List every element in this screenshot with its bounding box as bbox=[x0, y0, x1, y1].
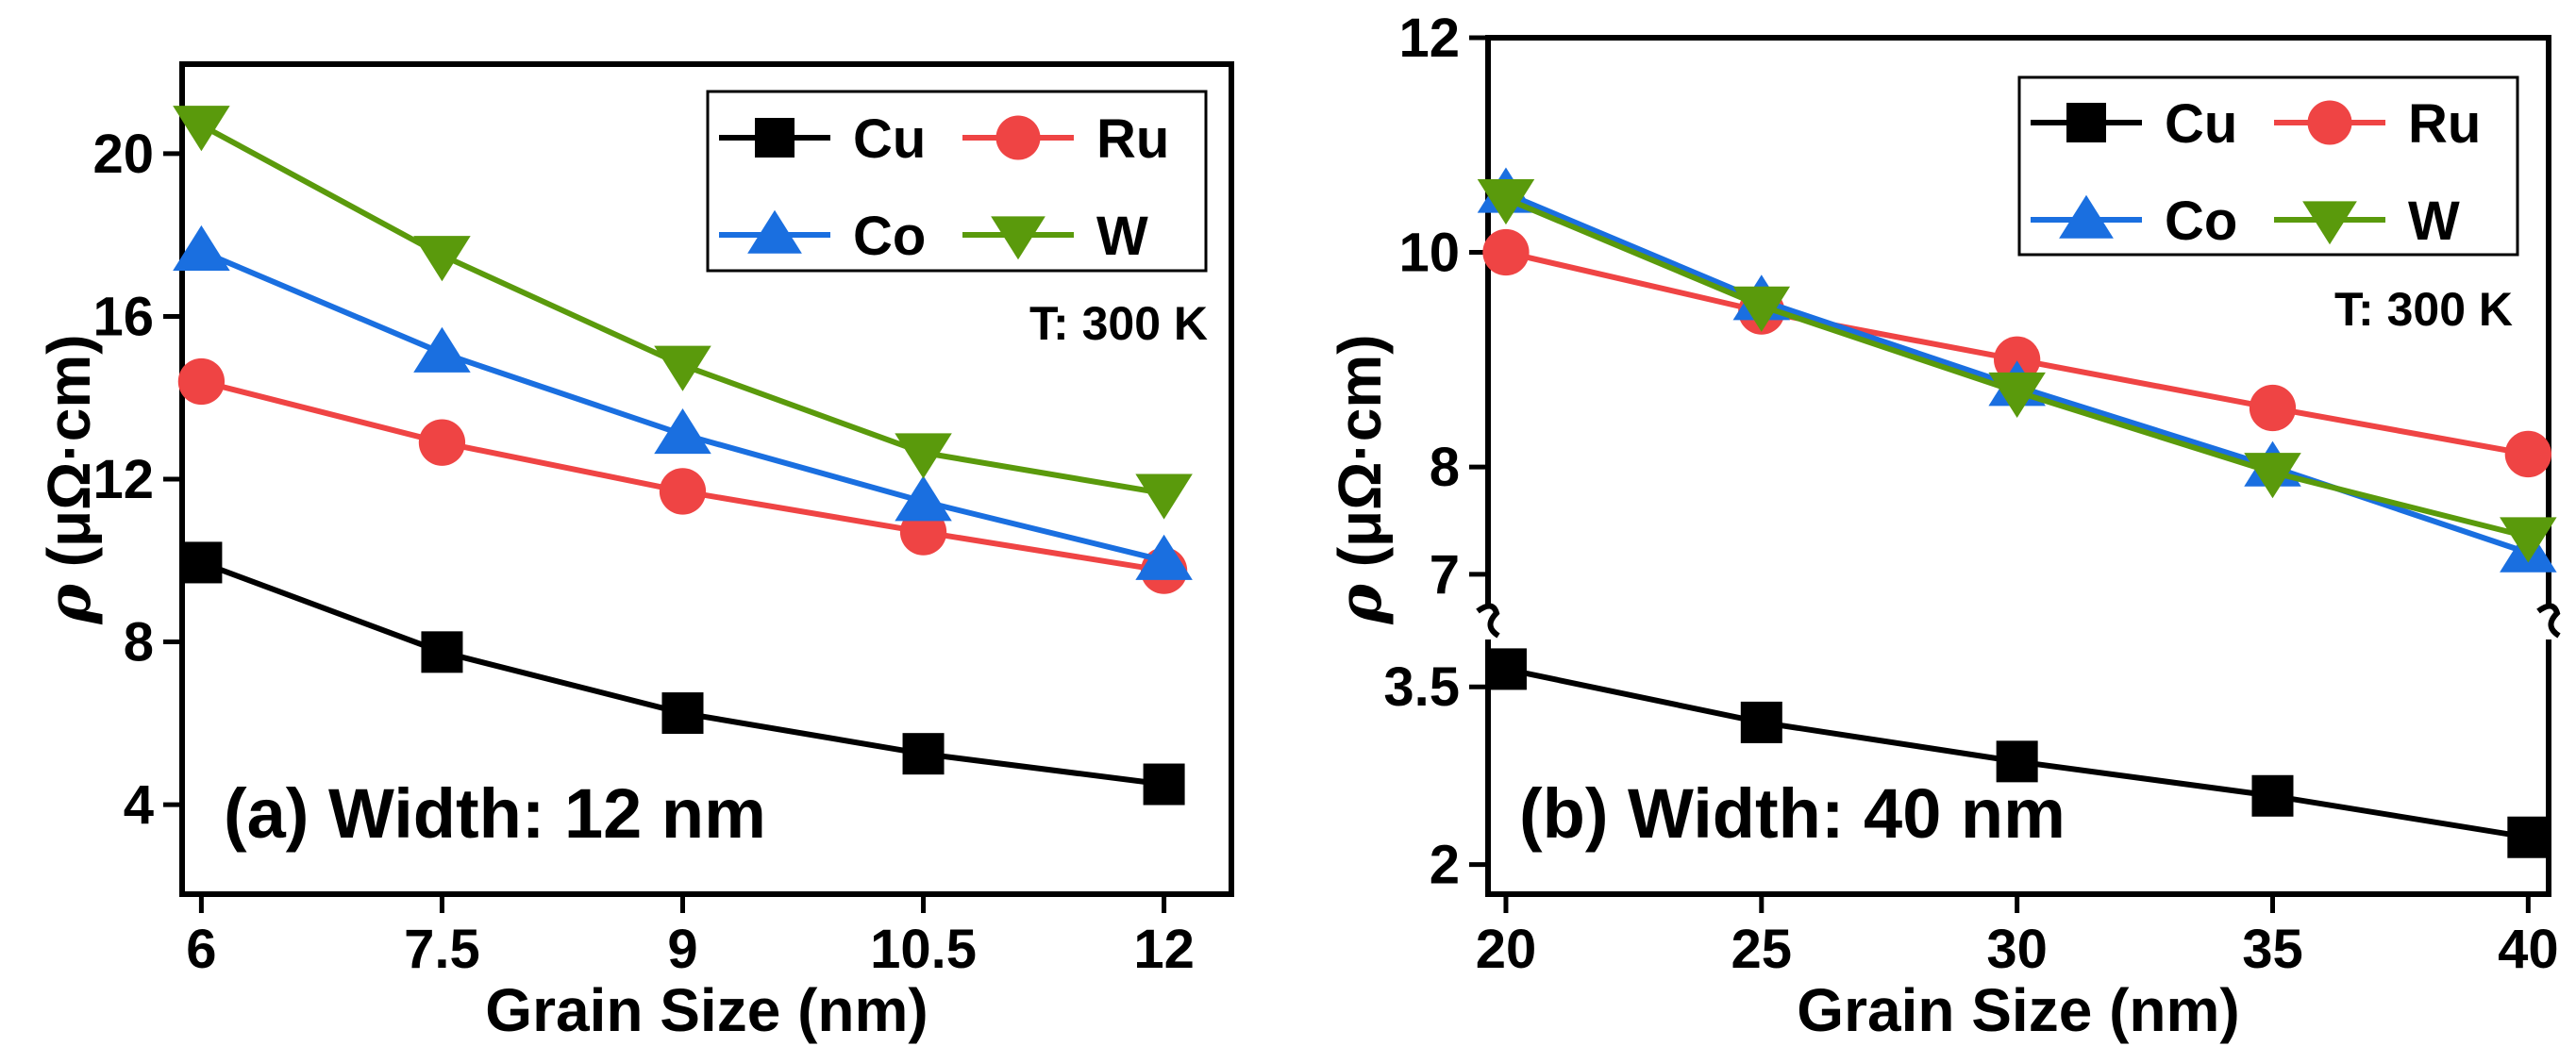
panel-a-series-line-cu bbox=[200, 559, 1164, 788]
panel-b-legend: Cu Ru Co W bbox=[2017, 75, 2519, 257]
panel-b-x-axis-title: Grain Size (nm) bbox=[1797, 976, 2239, 1044]
panel-b-x-tick-label: 20 bbox=[1476, 919, 1537, 980]
panel-b-point-cu bbox=[1740, 701, 1782, 743]
legend-marker-ru bbox=[995, 115, 1041, 160]
panel-b-x-tick-label: 30 bbox=[1986, 919, 2048, 980]
panel-b-y-ticks: 2 3.5 7 8 10 12 bbox=[1383, 8, 1488, 896]
panel-b-point-ru bbox=[2504, 430, 2551, 478]
panel-a-x-tick-label: 12 bbox=[1133, 919, 1195, 980]
legend-label-co: Co bbox=[853, 206, 926, 267]
panel-b-chart: 20 25 30 35 40 2 3.5 7 8 10 12 Grain Size (nm) ρ … bbox=[1325, 8, 2561, 1044]
panel-a-y-tick-label: 12 bbox=[92, 449, 154, 510]
panel-a-legend: Cu Ru Co W bbox=[706, 90, 1208, 273]
legend-label-co: Co bbox=[2165, 191, 2237, 252]
panel-a-point-w bbox=[413, 236, 471, 282]
panel-a-point-cu bbox=[180, 541, 223, 584]
legend-marker-w bbox=[2302, 201, 2357, 245]
panel-b-point-w bbox=[1732, 286, 1791, 332]
panel-b-point-cu bbox=[2251, 774, 2294, 817]
panel-a-point-co bbox=[654, 408, 711, 455]
legend-marker-cu bbox=[2066, 103, 2106, 142]
panel-a-x-tick-label: 7.5 bbox=[404, 919, 480, 980]
panel-b-point-ru bbox=[1482, 228, 1530, 276]
panel-a-point-ru bbox=[418, 419, 466, 466]
panel-a-point-cu bbox=[1143, 763, 1185, 806]
panel-a-point-co bbox=[413, 326, 471, 373]
panel-b-y-tick-label: 12 bbox=[1398, 8, 1460, 69]
panel-b-point-cu bbox=[1996, 740, 2038, 783]
panel-b-right-axis-break-mark bbox=[2536, 603, 2561, 639]
panel-b-y-tick-label: 8 bbox=[1430, 437, 1460, 498]
legend-label-w: W bbox=[2408, 191, 2460, 252]
panel-a-y-tick-label: 8 bbox=[124, 612, 154, 673]
panel-b-x-tick-label: 25 bbox=[1731, 919, 1793, 980]
panel-b-series bbox=[1477, 167, 2557, 858]
panel-b-point-ru bbox=[1994, 336, 2041, 383]
panel-b-point-cu bbox=[1484, 648, 1527, 690]
panel-a-x-ticks: 6 7.5 9 10.5 12 bbox=[186, 894, 1195, 980]
legend-label-ru: Ru bbox=[2408, 93, 2481, 155]
panel-b-x-tick-label: 40 bbox=[2498, 919, 2559, 980]
panel-a-x-tick-label: 10.5 bbox=[870, 919, 977, 980]
panel-b-y-axis-title: ρ (μΩ·cm) bbox=[1325, 334, 1396, 624]
panel-a-y-tick-label: 20 bbox=[92, 124, 154, 185]
panel-a-point-ru bbox=[659, 468, 707, 515]
panel-b-y-tick-label: 2 bbox=[1430, 835, 1460, 896]
panel-a-point-co bbox=[173, 224, 230, 272]
panel-a-y-ticks: 4 8 12 16 20 bbox=[92, 124, 182, 836]
legend-marker-ru bbox=[2307, 100, 2352, 145]
panel-b-y-tick-label: 3.5 bbox=[1383, 656, 1460, 718]
legend-marker-co bbox=[2059, 194, 2114, 239]
legend-marker-co bbox=[747, 209, 802, 254]
legend-marker-w bbox=[991, 216, 1045, 260]
legend-marker-cu bbox=[755, 118, 795, 158]
panel-b-point-ru bbox=[2249, 384, 2297, 432]
panel-a-series bbox=[173, 106, 1193, 806]
panel-b-point-w bbox=[1477, 179, 1535, 225]
panel-a-point-cu bbox=[902, 733, 945, 775]
panel-a-chart: 6 7.5 9 10.5 12 4 8 12 16 20 Grain Size (nm) ρ (… bbox=[34, 61, 1234, 1044]
panel-b-point-w bbox=[1988, 372, 2046, 418]
panel-a-x-tick-label: 6 bbox=[186, 919, 216, 980]
legend-label-w: W bbox=[1096, 206, 1148, 267]
panel-a-point-cu bbox=[661, 692, 704, 735]
panel-a-point-w bbox=[654, 345, 711, 391]
panel-a-point-co bbox=[1135, 534, 1193, 580]
legend-label-cu: Cu bbox=[2165, 93, 2237, 155]
panel-b-point-cu bbox=[2507, 816, 2550, 858]
panel-a-point-cu bbox=[421, 631, 463, 673]
panel-b-label: (b) Width: 40 nm bbox=[1519, 774, 2066, 853]
panel-a-y-tick-label: 16 bbox=[92, 286, 154, 347]
panel-a-x-axis-title: Grain Size (nm) bbox=[485, 976, 928, 1044]
panel-b-y-tick-label: 10 bbox=[1398, 223, 1460, 284]
panel-a-point-ru bbox=[177, 357, 226, 406]
panel-a-temperature-annotation: T: 300 K bbox=[1029, 297, 1208, 350]
panel-b-point-w bbox=[2244, 453, 2301, 499]
panel-a-point-co bbox=[895, 475, 952, 522]
panel-a-x-tick-label: 9 bbox=[667, 919, 697, 980]
panel-b-y-tick-label: 7 bbox=[1430, 544, 1460, 606]
panel-b-temperature-annotation: T: 300 K bbox=[2334, 283, 2513, 336]
panel-a-y-tick-label: 4 bbox=[124, 774, 154, 836]
panel-a-point-w bbox=[895, 433, 952, 479]
panel-b-x-ticks: 20 25 30 35 40 bbox=[1476, 894, 2559, 980]
legend-label-cu: Cu bbox=[853, 108, 926, 170]
panel-a-point-w bbox=[1135, 473, 1193, 520]
panel-b-x-tick-label: 35 bbox=[2242, 919, 2303, 980]
panel-a-label: (a) Width: 12 nm bbox=[224, 774, 766, 853]
panel-a-point-w bbox=[173, 106, 230, 152]
panel-b-point-w bbox=[2500, 517, 2557, 563]
panel-a-y-axis-title: ρ (μΩ·cm) bbox=[34, 334, 105, 624]
panel-b-left-axis-break-mark bbox=[1476, 603, 1500, 639]
legend-label-ru: Ru bbox=[1096, 108, 1169, 170]
